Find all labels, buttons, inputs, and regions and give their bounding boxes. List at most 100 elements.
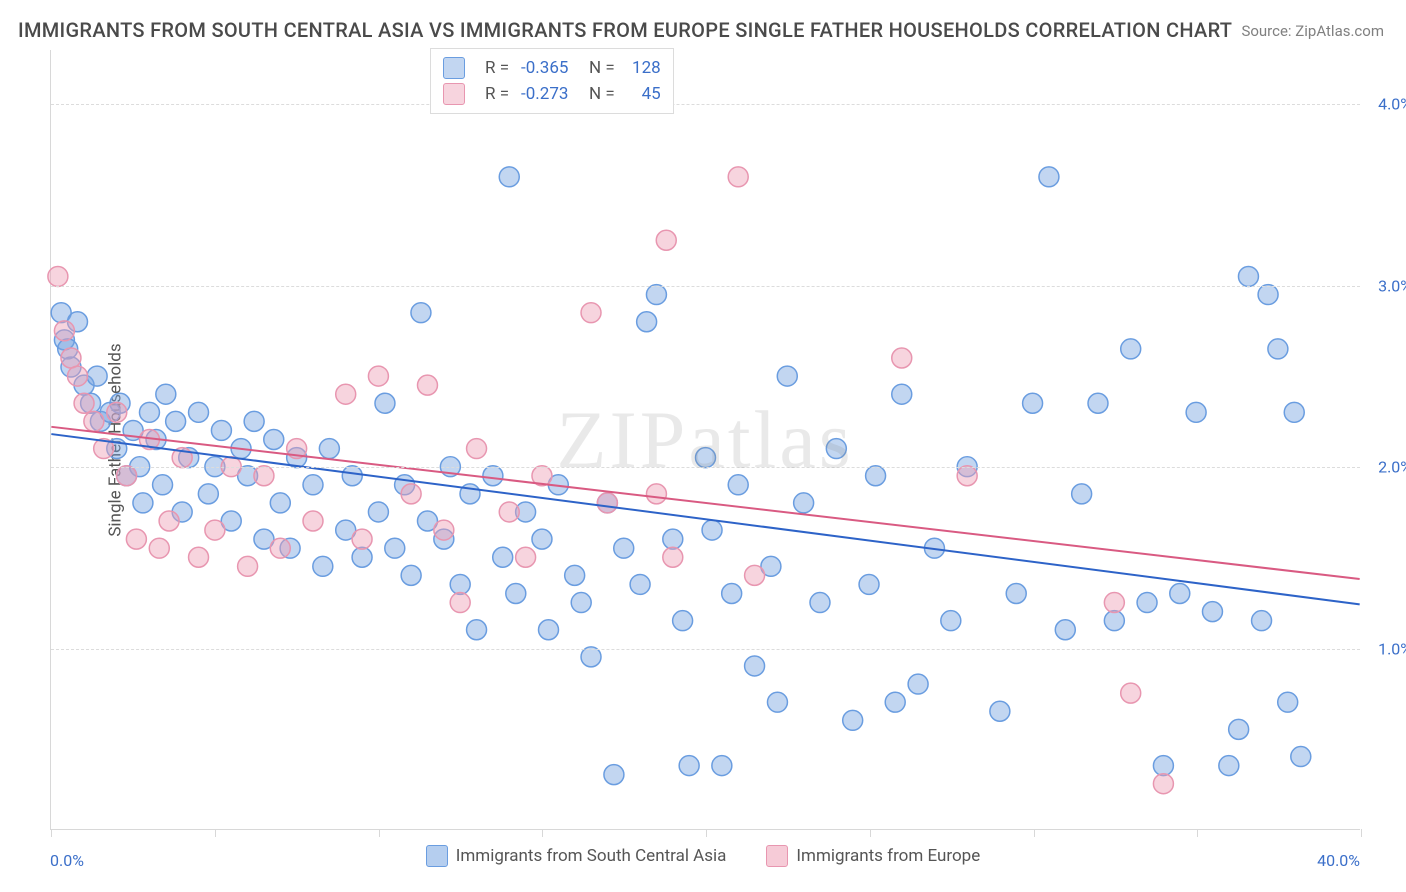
legend-label: Immigrants from Europe — [796, 846, 980, 866]
stat-n-value: 128 — [627, 58, 661, 78]
chart-title: IMMIGRANTS FROM SOUTH CENTRAL ASIA VS IM… — [18, 18, 1232, 42]
scatter-point — [892, 384, 912, 404]
scatter-point — [368, 366, 388, 386]
scatter-point — [385, 538, 405, 558]
scatter-point — [1072, 484, 1092, 504]
scatter-point — [646, 285, 666, 305]
scatter-point — [532, 529, 552, 549]
source-attribution: Source: ZipAtlas.com — [1241, 22, 1384, 40]
scatter-point — [637, 312, 657, 332]
stat-n-value: 45 — [627, 84, 661, 104]
scatter-point — [673, 611, 693, 631]
scatter-point — [375, 393, 395, 413]
scatter-point — [1186, 402, 1206, 422]
scatter-point — [189, 402, 209, 422]
scatter-point — [238, 556, 258, 576]
scatter-point — [1121, 339, 1141, 359]
scatter-point — [1202, 602, 1222, 622]
scatter-point — [107, 402, 127, 422]
scatter-point — [313, 556, 333, 576]
scatter-point — [1278, 692, 1298, 712]
scatter-point — [198, 484, 218, 504]
scatter-point — [506, 584, 526, 604]
scatter-point — [211, 420, 231, 440]
stat-n-label: N = — [589, 58, 615, 78]
scatter-point — [859, 574, 879, 594]
legend-item: Immigrants from Europe — [766, 845, 980, 867]
scatter-point — [244, 411, 264, 431]
scatter-point — [630, 574, 650, 594]
scatter-point — [68, 366, 88, 386]
scatter-point — [1104, 611, 1124, 631]
scatter-point — [679, 756, 699, 776]
scatter-point — [1170, 584, 1190, 604]
scatter-point — [411, 303, 431, 323]
scatter-point — [1238, 266, 1258, 286]
scatter-point — [493, 547, 513, 567]
scatter-point — [646, 484, 666, 504]
scatter-point — [450, 593, 470, 613]
scatter-point — [342, 466, 362, 486]
stat-r-label: R = — [485, 84, 509, 104]
scatter-point — [117, 466, 137, 486]
scatter-point — [434, 520, 454, 540]
scatter-point — [270, 538, 290, 558]
y-tick-label: 2.0% — [1378, 458, 1406, 477]
scatter-point — [166, 411, 186, 431]
scatter-point — [1088, 393, 1108, 413]
x-tick — [379, 829, 380, 837]
scatter-point — [604, 765, 624, 785]
legend-swatch — [443, 57, 465, 79]
scatter-point — [74, 393, 94, 413]
scatter-point — [1229, 719, 1249, 739]
scatter-point — [1284, 402, 1304, 422]
source-label: Source: — [1241, 22, 1295, 40]
scatter-point — [205, 520, 225, 540]
gridline-h — [51, 467, 1360, 468]
plot-inner: Single Father Households 1.0%2.0%3.0%4.0… — [50, 50, 1360, 830]
legend-item: Immigrants from South Central Asia — [426, 845, 727, 867]
scatter-point — [1104, 593, 1124, 613]
scatter-point — [159, 511, 179, 531]
scatter-point — [1219, 756, 1239, 776]
x-tick — [870, 829, 871, 837]
plot-area: Single Father Households 1.0%2.0%3.0%4.0… — [50, 50, 1360, 830]
scatter-point — [957, 466, 977, 486]
scatter-point — [597, 493, 617, 513]
legend-swatch — [766, 845, 788, 867]
x-tick — [215, 829, 216, 837]
scatter-point — [702, 520, 722, 540]
scatter-point — [1039, 167, 1059, 187]
scatter-point — [156, 384, 176, 404]
scatter-point — [499, 167, 519, 187]
scatter-point — [990, 701, 1010, 721]
scatter-point — [1121, 683, 1141, 703]
scatter-point — [1006, 584, 1026, 604]
scatter-point — [777, 366, 797, 386]
scatter-point — [149, 538, 169, 558]
legend-label: Immigrants from South Central Asia — [456, 846, 727, 866]
scatter-point — [84, 411, 104, 431]
scatter-point — [303, 475, 323, 495]
scatter-point — [1153, 774, 1173, 794]
scatter-point — [656, 230, 676, 250]
scatter-point — [254, 466, 274, 486]
scatter-point — [450, 574, 470, 594]
stat-r-value: -0.273 — [521, 84, 577, 104]
x-tick — [542, 829, 543, 837]
gridline-h — [51, 104, 1360, 105]
scatter-point — [908, 674, 928, 694]
scatter-point — [794, 493, 814, 513]
scatter-point — [319, 439, 339, 459]
scatter-point — [352, 529, 372, 549]
scatter-point — [189, 547, 209, 567]
source-link[interactable]: ZipAtlas.com — [1295, 22, 1384, 40]
scatter-point — [722, 584, 742, 604]
scatter-point — [696, 448, 716, 468]
scatter-point — [571, 593, 591, 613]
scatter-point — [1291, 747, 1311, 767]
scatter-point — [516, 547, 536, 567]
stat-r-value: -0.365 — [521, 58, 577, 78]
legend-swatch — [426, 845, 448, 867]
scatter-point — [54, 321, 74, 341]
